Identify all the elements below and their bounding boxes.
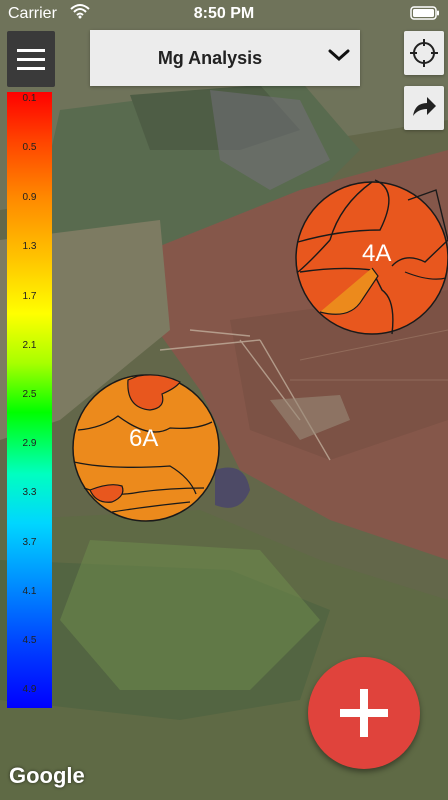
field-label-4a: 4A xyxy=(362,240,391,267)
wifi-icon xyxy=(70,3,90,24)
locate-button[interactable] xyxy=(404,31,444,75)
chevron-down-icon xyxy=(328,48,350,67)
clock: 8:50 PM xyxy=(193,5,255,22)
analysis-dropdown[interactable]: Mg Analysis xyxy=(90,30,360,86)
share-arrow-icon xyxy=(409,94,439,125)
legend-tick: 4.9 xyxy=(22,684,37,695)
status-bar: Carrier 8:50 PM xyxy=(0,0,448,28)
field-4a[interactable]: 4A xyxy=(295,179,448,335)
legend-tick: 2.9 xyxy=(22,438,37,449)
legend-tick: 3.7 xyxy=(22,537,37,548)
field-label-6a: 6A xyxy=(129,425,158,452)
legend-tick: 2.1 xyxy=(22,340,37,351)
crosshair-icon xyxy=(408,37,440,74)
share-button[interactable] xyxy=(404,86,444,130)
legend-tick: 1.3 xyxy=(22,241,37,252)
legend-tick: 0.1 xyxy=(22,93,37,104)
legend-tick: 0.9 xyxy=(22,192,37,203)
legend-tick: 4.5 xyxy=(22,635,37,646)
legend-tick: 2.5 xyxy=(22,389,37,400)
carrier-label: Carrier xyxy=(8,5,57,22)
field-6a[interactable]: 6A xyxy=(72,374,220,522)
legend-tick: 4.1 xyxy=(22,586,37,597)
menu-button[interactable] xyxy=(7,31,55,87)
legend-tick: 0.5 xyxy=(22,142,37,153)
legend-tick: 3.3 xyxy=(22,487,37,498)
google-attribution: Google xyxy=(9,763,85,788)
dropdown-label: Mg Analysis xyxy=(157,48,263,68)
add-button[interactable] xyxy=(308,657,420,769)
color-scale-legend: 0.1 0.5 0.9 1.3 1.7 2.1 2.5 2.9 3.3 3.7 … xyxy=(7,92,52,708)
legend-tick: 1.7 xyxy=(22,291,37,302)
battery-icon xyxy=(410,6,440,25)
